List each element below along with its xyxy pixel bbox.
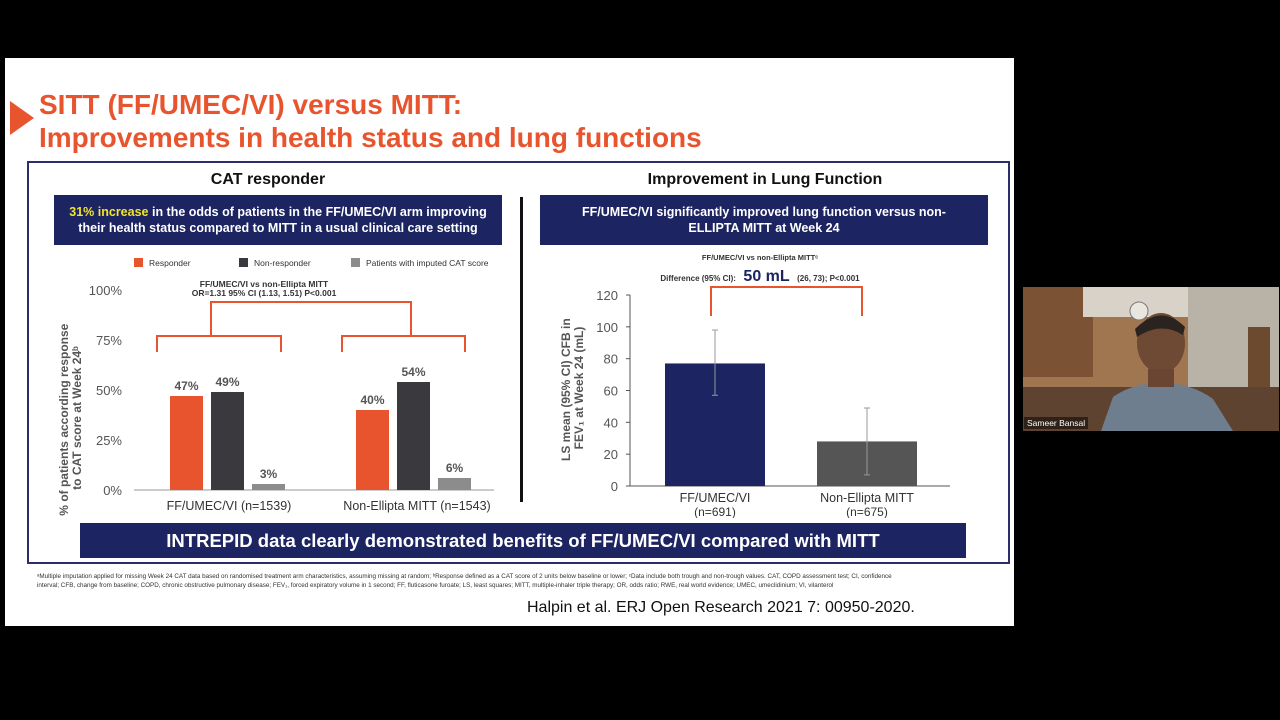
right-panel-heading: Improvement in Lung Function bbox=[647, 171, 883, 188]
left-panel-callout: 31% increase in the odds of patients in … bbox=[54, 195, 502, 245]
participant-name: Sameer Bansal bbox=[1024, 417, 1089, 429]
title-line-2: Improvements in health status and lung f… bbox=[39, 122, 702, 153]
bar-value-label: 6% bbox=[446, 461, 464, 475]
lung-function-chart: FF/UMEC/VI vs non-Ellipta MITTᶜ Differen… bbox=[559, 253, 950, 518]
conclusion-banner: INTREPID data clearly demonstrated benef… bbox=[80, 523, 966, 558]
title-arrow-icon bbox=[10, 101, 34, 135]
y-tick-label: 60 bbox=[604, 384, 618, 399]
bar-value-label: 54% bbox=[401, 365, 425, 379]
y-axis-label-line-2: FEV₁ at Week 24 (mL) bbox=[572, 327, 586, 450]
y-axis-label: % of patients according response to CAT … bbox=[57, 320, 84, 515]
legend-label: Non-responder bbox=[254, 258, 311, 268]
chart-annotation-line-1: FF/UMEC/VI vs non-Ellipta MITTᶜ bbox=[702, 253, 818, 262]
legend-swatch bbox=[134, 258, 143, 267]
bar bbox=[252, 484, 285, 490]
category-sublabel: (n=691) bbox=[694, 505, 736, 518]
slide-title: SITT (FF/UMEC/VI) versus MITT: Improveme… bbox=[39, 88, 702, 154]
bar bbox=[438, 478, 471, 490]
y-axis-label-line-2: to CAT score at Week 24ᵇ bbox=[70, 346, 84, 490]
right-panel-callout: FF/UMEC/VI significantly improved lung f… bbox=[540, 195, 988, 245]
comparison-bracket bbox=[156, 301, 466, 352]
legend-label: Responder bbox=[149, 258, 191, 268]
legend-swatch bbox=[239, 258, 248, 267]
chart-annotation-line-2: OR=1.31 95% CI (1.13, 1.51) P<0.001 bbox=[192, 288, 337, 298]
presentation-slide: SITT (FF/UMEC/VI) versus MITT: Improveme… bbox=[5, 58, 1014, 626]
y-axis-label-line-1: % of patients according response bbox=[57, 323, 71, 515]
citation: Halpin et al. ERJ Open Research 2021 7: … bbox=[527, 599, 915, 616]
bars bbox=[665, 329, 917, 486]
bar-value-label: 47% bbox=[174, 379, 198, 393]
bar-value-label: 49% bbox=[215, 375, 239, 389]
chart-annotation-line-1: FF/UMEC/VI vs non-Ellipta MITT bbox=[200, 279, 329, 289]
y-tick-label: 80 bbox=[604, 352, 618, 367]
y-tick-label: 40 bbox=[604, 415, 618, 430]
chart-annotation-difference: Difference (95% CI): 50 mL (26, 73); P<0… bbox=[660, 268, 860, 285]
comparison-bracket bbox=[710, 286, 863, 316]
bars: 47% 49% 3% 40% 54% 6% bbox=[170, 365, 471, 490]
y-tick-label: 25% bbox=[96, 433, 122, 448]
legend-swatch bbox=[351, 258, 360, 267]
y-tick-label: 0 bbox=[611, 479, 618, 494]
y-axis-label-line-1: LS mean (95% CI) CFB in bbox=[559, 318, 573, 461]
bar bbox=[356, 410, 389, 490]
y-tick-label: 120 bbox=[596, 288, 618, 303]
category-labels: FF/UMEC/VI (n=1539) Non-Ellipta MITT (n=1… bbox=[167, 499, 491, 513]
y-tick-label: 100 bbox=[596, 320, 618, 335]
bar bbox=[397, 382, 430, 490]
bar-value-label: 40% bbox=[360, 393, 384, 407]
bar bbox=[170, 396, 203, 490]
y-axis-label: LS mean (95% CI) CFB in FEV₁ at Week 24 … bbox=[559, 315, 586, 461]
content-frame bbox=[27, 161, 1010, 564]
y-tick-label: 20 bbox=[604, 447, 618, 462]
participant-video-feed bbox=[1023, 287, 1279, 431]
y-tick-label: 100% bbox=[89, 283, 123, 298]
difference-suffix: (26, 73); P<0.001 bbox=[797, 274, 860, 283]
left-panel-heading: CAT responder bbox=[210, 171, 326, 188]
panel-divider bbox=[520, 197, 523, 502]
bar-value-label: 3% bbox=[260, 467, 278, 481]
callout-highlight: 31% increase bbox=[69, 205, 149, 219]
category-labels: FF/UMEC/VI(n=691) Non-Ellipta MITT(n=675) bbox=[680, 491, 915, 518]
footnote: ᵃMultiple imputation applied for missing… bbox=[37, 573, 892, 589]
y-tick-label: 0% bbox=[103, 483, 122, 498]
left-callout-text: 31% increase in the odds of patients in … bbox=[64, 204, 492, 236]
y-tick-label: 75% bbox=[96, 333, 122, 348]
callout-rest: in the odds of patients in the FF/UMEC/V… bbox=[78, 205, 487, 235]
chart-legend: Responder Non-responder Patients with impu… bbox=[134, 258, 489, 268]
title-line-1: SITT (FF/UMEC/VI) versus MITT: bbox=[39, 89, 463, 120]
y-tick-label: 50% bbox=[96, 383, 122, 398]
difference-prefix: Difference (95% CI): bbox=[660, 274, 736, 283]
difference-value: 50 mL bbox=[743, 268, 789, 285]
category-label: Non-Ellipta MITT bbox=[820, 491, 914, 505]
category-label: FF/UMEC/VI (n=1539) bbox=[167, 499, 292, 513]
category-label: Non-Ellipta MITT (n=1543) bbox=[343, 499, 490, 513]
cat-responder-chart: Responder Non-responder Patients with impu… bbox=[57, 258, 494, 516]
category-label: FF/UMEC/VI bbox=[680, 491, 751, 505]
y-axis-ticks: 0% 25% 50% 75% 100% bbox=[89, 283, 494, 498]
category-sublabel: (n=675) bbox=[846, 505, 888, 518]
legend-label: Patients with imputed CAT score bbox=[366, 258, 489, 268]
participant-video-tile[interactable]: Sameer Bansal bbox=[1023, 287, 1279, 431]
bar bbox=[211, 392, 244, 490]
